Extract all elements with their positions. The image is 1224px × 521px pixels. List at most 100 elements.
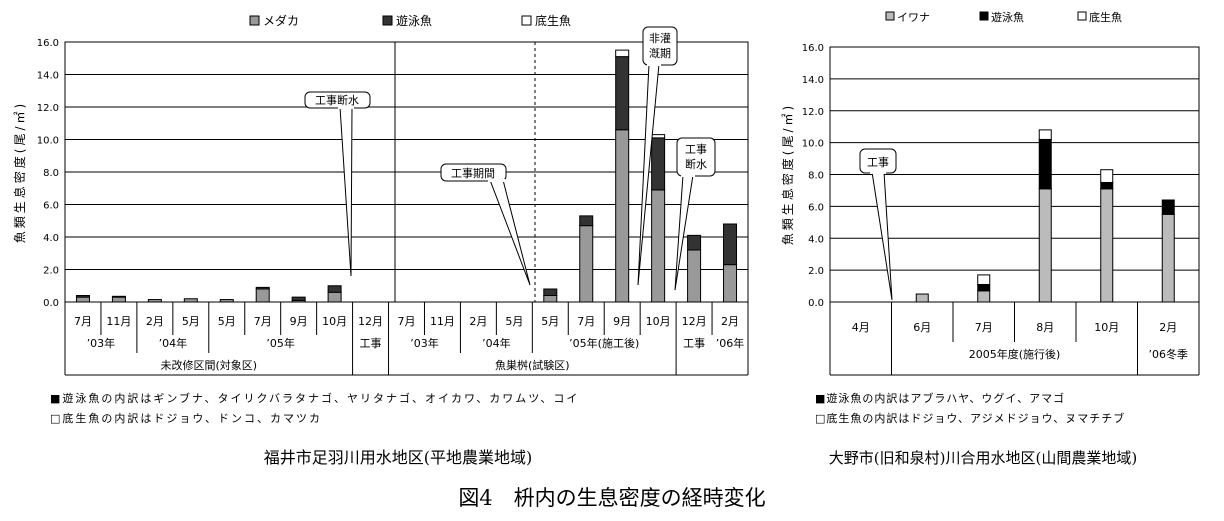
bar-segment-medaka [687, 249, 702, 303]
legend-label-yuei: 遊泳魚 [396, 13, 432, 28]
annotation-text: 断水 [685, 157, 707, 171]
right-category-table: 4月 6月 7月 8月 10月 2月 2005年度(施行後) ’06冬季 [829, 302, 1200, 376]
left-bars [75, 49, 738, 303]
y-tick-label: 14.0 [37, 71, 59, 82]
y-tick-label: 8.0 [808, 171, 824, 182]
x-category-label: 5月 [218, 315, 236, 328]
right-legend: イワナ 遊泳魚 底生魚 [885, 10, 1122, 24]
bar-segment-medaka [111, 296, 126, 303]
right-bars [915, 129, 1175, 303]
x-category-label: 11月 [430, 315, 455, 328]
annotation-text: 工事 [685, 143, 707, 156]
y-tick-label: 2.0 [808, 266, 824, 277]
legend-swatch-medaka [249, 15, 260, 26]
left-footnote-2: □底生魚の内訳はドジョウ、ドンコ、カマツカ [50, 411, 322, 425]
y-tick-label: 12.0 [802, 107, 824, 118]
legend-swatch-yuei-r [979, 11, 989, 21]
bar-segment-yuei [687, 234, 702, 251]
x-category-label: 2月 [469, 315, 487, 328]
bar-segment-medaka [579, 225, 594, 303]
x-category-label: 4月 [852, 321, 870, 334]
bar-segment-iwana [915, 293, 929, 303]
legend-swatch-teisei-r [1077, 11, 1087, 21]
y-tick-label: 4.0 [43, 233, 59, 244]
left-category-table: 7月 11月 2月 5月 5月 7月 9月 10月 12月 7月 11月 2月 5月 5月 7月 9月 10月 1… [64, 302, 749, 376]
year-label: 2005年度(施行後) [969, 347, 1061, 361]
bar-segment-medaka [723, 264, 738, 303]
right-footnote-1: ■遊泳魚の内訳はアブラハヤ、ウグイ、アマゴ [815, 391, 1065, 405]
right-caption: 大野市(旧和泉村)川合用水地区(山間農業地域) [829, 449, 1137, 467]
annotation-koji-kikan: 工事期間 [440, 163, 531, 286]
y-tick-label: 0.0 [43, 298, 59, 309]
x-category-label: 10月 [1094, 321, 1119, 334]
bar-segment-medaka [543, 295, 558, 303]
bar-segment-teisei [977, 274, 991, 285]
x-category-label: 9月 [613, 315, 631, 328]
x-category-label: 2月 [1159, 321, 1177, 334]
bar-segment-teisei [1100, 169, 1114, 183]
x-category-label: 7月 [398, 315, 416, 328]
bar-segment-yuei [327, 285, 342, 293]
year-label: ’05年 [266, 336, 295, 350]
annotation-koji-dansui-2: 工事 断水 [674, 137, 716, 291]
x-category-label: 5月 [541, 315, 559, 328]
x-category-label: 5月 [505, 315, 523, 328]
x-category-label: 10月 [646, 315, 671, 328]
year-label: ’06冬季 [1149, 347, 1189, 361]
x-category-label: 11月 [106, 315, 131, 328]
bar-segment-iwana [1100, 188, 1114, 303]
year-label: ’04年 [482, 336, 511, 350]
bar-segment-yuei [1161, 199, 1175, 215]
right-footnote-2: □底生魚の内訳はドジョウ、アジメドジョウ、ヌマチチブ [815, 411, 1125, 425]
x-category-label: 9月 [290, 315, 308, 328]
bar-segment-medaka [651, 189, 666, 303]
right-y-tick-labels: 0.0 2.0 4.0 6.0 8.0 10.0 12.0 14.0 16.0 [802, 43, 824, 309]
left-footnotes: ■遊泳魚の内訳はギンブナ、タイリクバラタナゴ、ヤリタナゴ、オイカワ、カワムツ、コ… [50, 391, 579, 425]
x-category-label: 2月 [721, 315, 739, 328]
bar-segment-teisei [1038, 129, 1052, 140]
y-tick-label: 16.0 [37, 38, 59, 49]
bar-segment-yuei [723, 223, 738, 266]
left-caption: 福井市足羽川用水地区(平地農業地域) [264, 448, 533, 467]
bar-segment-iwana [1038, 188, 1052, 303]
bar-segment-medaka [327, 291, 342, 303]
year-label: 工事 [360, 337, 382, 350]
x-category-label: 5月 [182, 315, 200, 328]
y-tick-label: 6.0 [808, 202, 824, 213]
legend-swatch-yuei [382, 15, 393, 26]
legend-swatch-teisei [521, 15, 532, 26]
bar-segment-yuei [291, 296, 306, 301]
annotation-text: 漑期 [649, 47, 671, 60]
right-chart: 0.0 2.0 4.0 6.0 8.0 10.0 12.0 14.0 16.0 4月 6月 7月 8月… [780, 10, 1200, 467]
bar-segment-yuei [543, 288, 558, 296]
year-label: ’06年 [716, 336, 745, 350]
left-plot-frame [64, 41, 749, 303]
y-tick-label: 8.0 [43, 168, 59, 179]
left-legend: メダカ 遊泳魚 底生魚 [249, 13, 571, 28]
legend-swatch-iwana [885, 11, 895, 21]
y-tick-label: 10.0 [37, 136, 59, 147]
legend-label-iwana: イワナ [897, 11, 930, 24]
legend-label-teisei-r: 底生魚 [1089, 10, 1122, 24]
left-chart: 0.0 2.0 4.0 6.0 8.0 10.0 12.0 14.0 16.0 7月 11月 2月 5… [12, 13, 749, 467]
x-category-label: 12月 [682, 315, 707, 328]
x-category-label: 6月 [913, 321, 931, 334]
y-tick-label: 4.0 [808, 234, 824, 245]
annotation-text: 非灌 [649, 32, 671, 45]
annotation-text: 工事期間 [451, 167, 495, 180]
bar-segment-iwana [977, 290, 991, 303]
y-tick-label: 16.0 [802, 43, 824, 54]
left-annotations: 工事断水 工事期間 非灌 漑期 工事 断水 [304, 26, 716, 291]
left-footnote-1: ■遊泳魚の内訳はギンブナ、タイリクバラタナゴ、ヤリタナゴ、オイカワ、カワムツ、コ… [50, 391, 579, 405]
bar-segment-medaka [615, 129, 630, 303]
left-y-tick-labels: 0.0 2.0 4.0 6.0 8.0 10.0 12.0 14.0 16.0 [37, 38, 59, 309]
year-label: ’03年 [87, 336, 116, 350]
annotation-text: 工事 [867, 156, 889, 169]
bar-segment-yuei [255, 286, 270, 290]
x-category-label: 8月 [1036, 321, 1054, 334]
x-category-label: 10月 [322, 315, 347, 328]
x-category-label: 7月 [577, 315, 595, 328]
group-label: 魚巣桝(試験区) [495, 358, 570, 372]
bar-segment-iwana [1161, 213, 1175, 303]
annotation-hikangaiki: 非灌 漑期 [637, 26, 678, 286]
